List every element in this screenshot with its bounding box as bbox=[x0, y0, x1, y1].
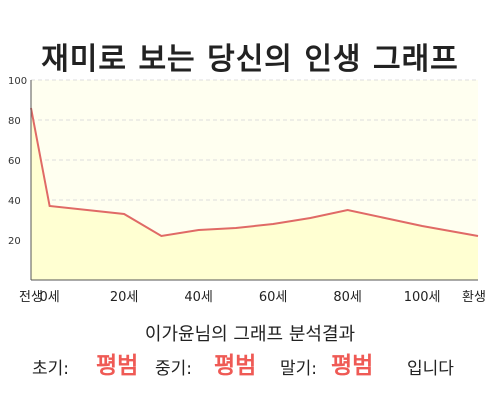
late-label: 말기: bbox=[280, 359, 318, 379]
x-tick-label: 환생 bbox=[462, 290, 486, 305]
y-tick-label: 40 bbox=[8, 196, 21, 207]
late-value: 평범 bbox=[331, 353, 374, 379]
x-tick-label: 20세 bbox=[110, 290, 139, 305]
series-area bbox=[31, 108, 478, 280]
y-tick-label: 60 bbox=[8, 156, 21, 167]
x-tick-label: 60세 bbox=[259, 290, 288, 305]
axes bbox=[30, 80, 478, 281]
y-tick-label: 20 bbox=[8, 236, 21, 247]
result-suffix: 입니다 bbox=[407, 359, 454, 379]
page-title: 재미로 보는 당신의 인생 그래프 bbox=[41, 42, 459, 77]
x-tick-label: 80세 bbox=[333, 290, 362, 305]
result-summary: 초기: 평범 중기: 평범 말기: 평범 입니다 bbox=[0, 346, 500, 380]
x-tick-label: 전생 bbox=[19, 290, 43, 305]
early-label: 초기: bbox=[32, 359, 70, 379]
x-tick-label: 40세 bbox=[184, 290, 213, 305]
middle-value: 평범 bbox=[214, 353, 257, 379]
middle-label: 중기: bbox=[155, 359, 193, 379]
result-heading: 이가윤님의 그래프 분석결과 bbox=[144, 324, 356, 345]
y-tick-label: 80 bbox=[8, 116, 21, 127]
x-tick-label: 100세 bbox=[404, 290, 441, 305]
y-tick-label: 100 bbox=[8, 76, 27, 87]
series-line bbox=[30, 107, 479, 238]
early-value: 평범 bbox=[96, 353, 139, 379]
y-tick-labels: 100 80 60 40 20 bbox=[8, 76, 27, 247]
x-tick-label: 0세 bbox=[40, 290, 60, 305]
